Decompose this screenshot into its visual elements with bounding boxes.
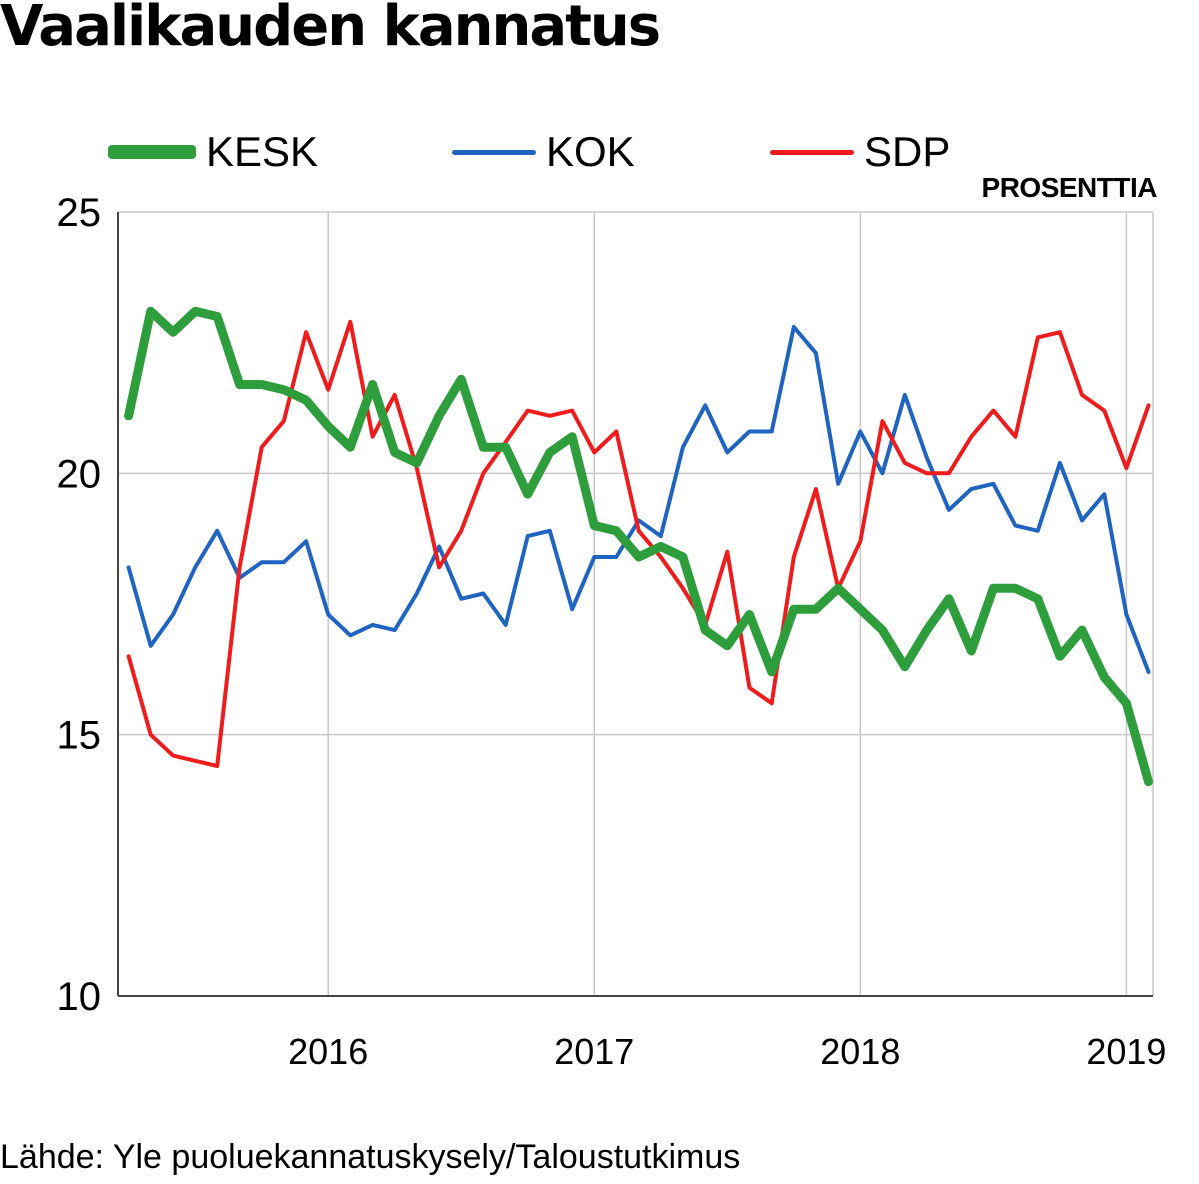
legend-label-sdp: SDP [864, 128, 951, 175]
legend-label-kok: KOK [546, 128, 635, 175]
source-note: Lähde: Yle puoluekannatuskysely/Taloustu… [0, 1138, 741, 1176]
y-tick-label: 10 [57, 975, 102, 1019]
series-line-sdp [126, 319, 1151, 768]
legend-item-kok: KOK [452, 124, 635, 180]
y-tick-label: 20 [57, 452, 102, 496]
legend-swatch-kesk [108, 145, 196, 159]
x-tick-label: 2018 [820, 1031, 900, 1072]
legend-label-kesk: KESK [206, 128, 319, 175]
series-line-kok [126, 325, 1151, 674]
legend-item-sdp: SDP [770, 124, 950, 180]
legend-swatch-kok [452, 149, 536, 155]
y-tick-label: 15 [57, 714, 102, 758]
legend-swatch-sdp [770, 149, 854, 155]
x-tick-label: 2016 [288, 1031, 368, 1072]
unit-label: PROSENTTIA [981, 172, 1158, 203]
line-chart: 10 15 20 25 2016 2017 2018 2019 [57, 191, 1167, 1072]
series-line-kesk [124, 306, 1153, 787]
x-tick-label: 2017 [554, 1031, 634, 1072]
y-tick-label: 25 [57, 191, 102, 235]
legend-item-kesk: KESK [108, 124, 318, 180]
x-tick-label: 2019 [1086, 1031, 1166, 1072]
chart-title: Vaalikauden kannatus [0, 0, 661, 59]
